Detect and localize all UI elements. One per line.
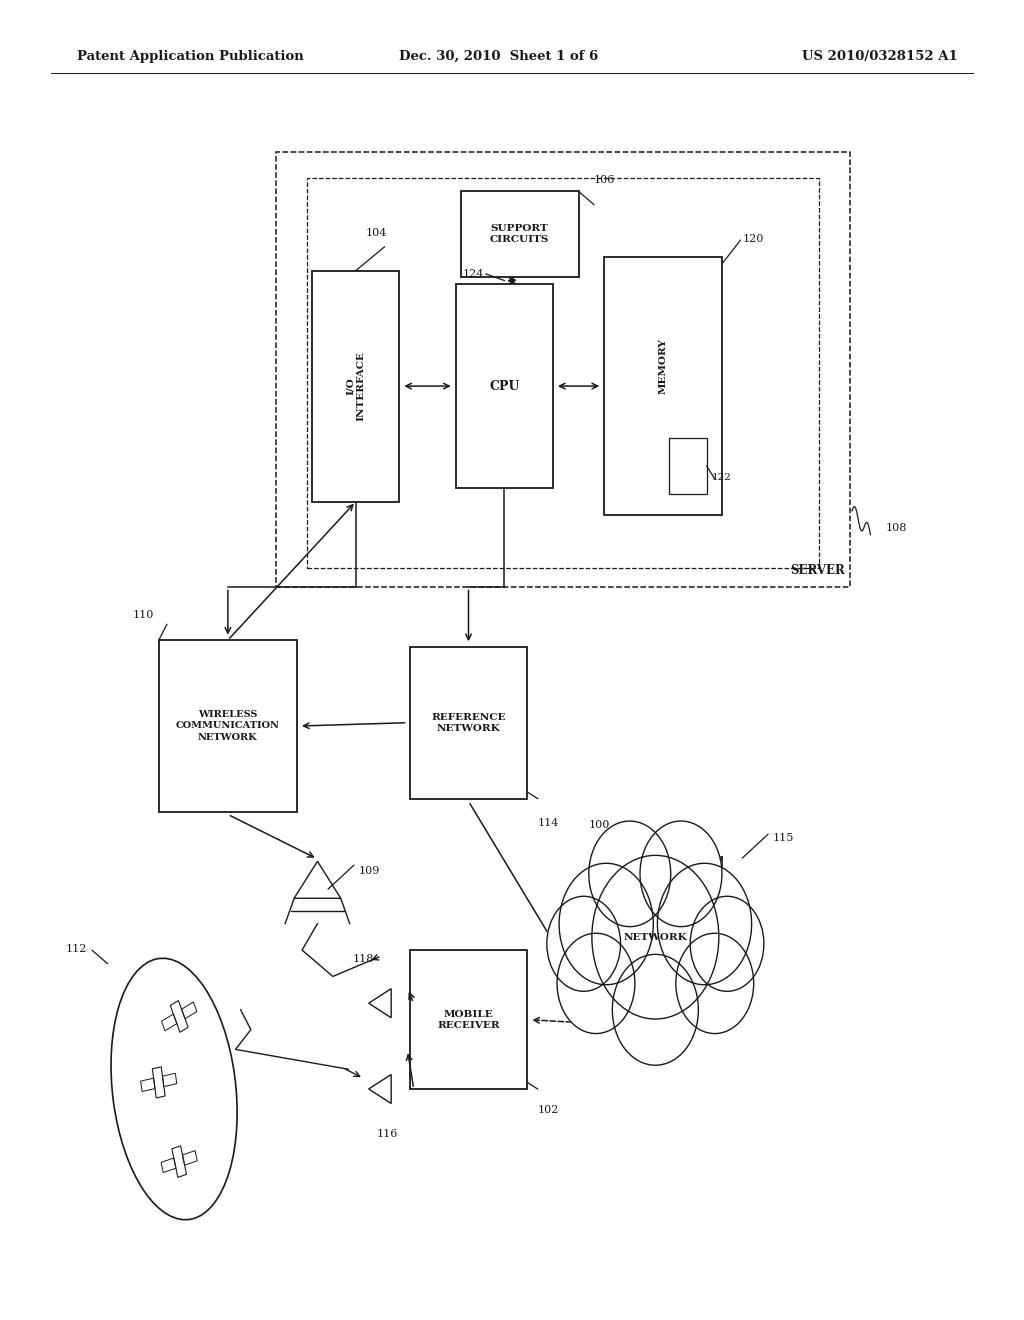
Bar [410, 647, 527, 799]
Bar [276, 152, 850, 587]
Text: 106: 106 [594, 174, 615, 185]
Text: NETWORK: NETWORK [624, 933, 687, 941]
Text: SUPPORT
CIRCUITS: SUPPORT CIRCUITS [490, 224, 549, 244]
Bar [461, 191, 579, 277]
Circle shape [640, 821, 722, 927]
Circle shape [557, 933, 635, 1034]
Text: Patent Application Publication: Patent Application Publication [77, 50, 303, 63]
Text: 116: 116 [377, 1129, 398, 1139]
Text: 120: 120 [742, 234, 764, 244]
Bar [604, 257, 722, 515]
Bar [410, 950, 527, 1089]
Bar [669, 438, 707, 494]
Text: MEMORY: MEMORY [658, 338, 668, 395]
Text: FIG. 1: FIG. 1 [666, 855, 727, 874]
Circle shape [559, 863, 653, 985]
Bar [456, 284, 553, 488]
Text: 115: 115 [773, 833, 795, 843]
Text: MOBILE
RECEIVER: MOBILE RECEIVER [437, 1010, 500, 1030]
Circle shape [657, 863, 752, 985]
Text: WIRELESS
COMMUNICATION
NETWORK: WIRELESS COMMUNICATION NETWORK [176, 710, 280, 742]
Text: 112: 112 [66, 944, 87, 954]
Text: 124: 124 [463, 269, 484, 279]
Text: 110: 110 [132, 610, 154, 620]
Text: US 2010/0328152 A1: US 2010/0328152 A1 [802, 50, 957, 63]
Text: CPU: CPU [489, 380, 519, 392]
Bar [307, 178, 819, 568]
Circle shape [547, 896, 621, 991]
Bar [159, 640, 297, 812]
Text: 118: 118 [353, 953, 374, 964]
Bar [312, 271, 399, 502]
Circle shape [676, 933, 754, 1034]
Circle shape [690, 896, 764, 991]
Circle shape [589, 821, 671, 927]
Circle shape [592, 855, 719, 1019]
Circle shape [612, 954, 698, 1065]
Text: 114: 114 [538, 818, 559, 829]
Text: 109: 109 [358, 866, 380, 876]
Text: Dec. 30, 2010  Sheet 1 of 6: Dec. 30, 2010 Sheet 1 of 6 [399, 50, 599, 63]
Text: 102: 102 [538, 1105, 559, 1115]
Text: REFERENCE
NETWORK: REFERENCE NETWORK [431, 713, 506, 733]
Text: 104: 104 [367, 227, 387, 238]
Text: 108: 108 [886, 523, 907, 533]
Text: 100: 100 [589, 820, 610, 830]
Text: 122: 122 [712, 473, 731, 482]
Text: SERVER: SERVER [791, 564, 845, 577]
Text: I/O
INTERFACE: I/O INTERFACE [346, 351, 366, 421]
